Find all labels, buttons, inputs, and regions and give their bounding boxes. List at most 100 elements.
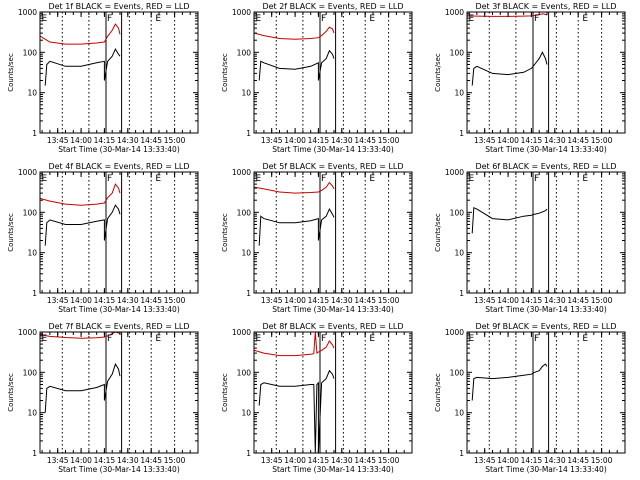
x-tick-label: 14:15 xyxy=(94,456,116,465)
x-tick-label: 13:45 xyxy=(261,136,283,145)
y-tick-label: 1000 xyxy=(445,8,464,17)
series-events-line xyxy=(44,48,121,86)
y-tick-label: 100 xyxy=(23,208,38,217)
y-tick-label: 1 xyxy=(32,289,37,298)
panel-6: 1 10 100 1000 13:45 14:00 14:15 14:30 14:45 15:00… xyxy=(434,162,626,314)
x-axis-label: Start Time (30-Mar-14 13:33:40) xyxy=(485,305,607,314)
y-tick-label: 1 xyxy=(459,289,464,298)
event-marker-label: F xyxy=(321,14,326,24)
y-axis-label: Counts/sec xyxy=(7,213,15,252)
x-tick-label: 14:00 xyxy=(70,456,92,465)
x-tick-label: 14:30 xyxy=(117,456,139,465)
x-tick-label: 13:45 xyxy=(474,456,496,465)
event-marker-label: E xyxy=(369,14,375,24)
x-tick-label: 14:30 xyxy=(544,136,566,145)
event-marker-label: E xyxy=(155,334,161,344)
y-axis-label: Counts/sec xyxy=(7,53,15,92)
x-tick-label: 15:00 xyxy=(378,456,400,465)
event-marker-label: E xyxy=(256,334,262,344)
series-lld-line xyxy=(40,183,121,206)
plot-frame xyxy=(466,11,626,134)
event-marker-label: E xyxy=(42,334,48,344)
x-tick-label: 14:45 xyxy=(567,456,589,465)
x-tick-label: 14:45 xyxy=(567,136,589,145)
x-tick-label: 14:45 xyxy=(354,296,376,305)
x-tick-label: 15:00 xyxy=(591,456,613,465)
y-tick-label: 1000 xyxy=(18,328,37,337)
y-axis-label: Counts/sec xyxy=(7,373,15,412)
series-events-line xyxy=(471,51,548,86)
x-axis-label: Start Time (30-Mar-14 13:33:40) xyxy=(485,465,607,474)
x-tick-label: 14:30 xyxy=(331,296,353,305)
series-events-line xyxy=(471,206,548,234)
event-marker-label: F xyxy=(534,14,539,24)
y-tick-label: 10 xyxy=(27,89,37,98)
y-tick-label: 1000 xyxy=(18,168,37,177)
event-marker-label: E xyxy=(42,174,48,184)
y-tick-label: 100 xyxy=(450,368,465,377)
y-tick-label: 1000 xyxy=(445,328,464,337)
panel-title: Det 2f BLACK = Events, RED = LLD xyxy=(262,2,403,11)
x-tick-label: 14:15 xyxy=(308,296,330,305)
x-tick-label: 14:00 xyxy=(284,456,306,465)
x-tick-label: 14:15 xyxy=(521,136,543,145)
event-marker-label: E xyxy=(369,334,375,344)
x-tick-label: 14:15 xyxy=(94,296,116,305)
event-marker-label: E xyxy=(469,334,475,344)
event-marker-label: E xyxy=(256,174,262,184)
series-lld-line xyxy=(254,331,335,357)
x-tick-label: 15:00 xyxy=(591,296,613,305)
plot-frame xyxy=(466,331,626,454)
event-marker-label: E xyxy=(582,14,588,24)
y-tick-label: 1000 xyxy=(445,168,464,177)
x-tick-label: 14:30 xyxy=(331,136,353,145)
y-tick-label: 10 xyxy=(27,409,37,418)
x-tick-label: 14:00 xyxy=(70,136,92,145)
x-tick-label: 14:15 xyxy=(521,296,543,305)
x-tick-label: 14:00 xyxy=(284,296,306,305)
event-marker-label: F xyxy=(107,334,112,344)
x-axis-label: Start Time (30-Mar-14 13:33:40) xyxy=(272,465,394,474)
event-marker-label: F xyxy=(534,334,539,344)
y-axis-label: Counts/sec xyxy=(434,213,442,252)
y-tick-label: 1000 xyxy=(232,328,251,337)
panel-title: Det 5f BLACK = Events, RED = LLD xyxy=(262,162,403,171)
panel-title: Det 1f BLACK = Events, RED = LLD xyxy=(48,2,189,11)
x-tick-label: 14:45 xyxy=(567,296,589,305)
series-events-line xyxy=(258,208,335,246)
x-tick-label: 14:15 xyxy=(521,456,543,465)
panel-title: Det 8f BLACK = Events, RED = LLD xyxy=(262,322,403,331)
x-tick-label: 14:45 xyxy=(354,456,376,465)
y-tick-label: 100 xyxy=(23,368,38,377)
y-tick-label: 10 xyxy=(454,249,464,258)
x-tick-label: 14:15 xyxy=(308,456,330,465)
panel-5: 1 10 100 1000 13:45 14:00 14:15 14:30 14:45 15:00… xyxy=(221,162,413,314)
x-tick-label: 14:30 xyxy=(117,136,139,145)
y-tick-label: 100 xyxy=(237,48,252,57)
y-tick-label: 1000 xyxy=(232,168,251,177)
panel-7: 1 10 100 1000 13:45 14:00 14:15 14:30 14:45 15:00… xyxy=(7,322,199,474)
event-marker-label: F xyxy=(534,174,539,184)
x-tick-label: 14:45 xyxy=(140,136,162,145)
panel-4: 1 10 100 1000 13:45 14:00 14:15 14:30 14:45 15:00… xyxy=(7,162,199,314)
series-events-line xyxy=(44,204,121,246)
y-axis-label: Counts/sec xyxy=(434,373,442,412)
y-tick-label: 100 xyxy=(450,208,465,217)
x-tick-label: 14:15 xyxy=(308,136,330,145)
event-marker-label: E xyxy=(582,334,588,344)
series-events-line xyxy=(44,362,121,413)
y-tick-label: 100 xyxy=(23,48,38,57)
y-tick-label: 10 xyxy=(241,249,251,258)
panel-3: 1 10 100 1000 13:45 14:00 14:15 14:30 14:45 15:00… xyxy=(434,2,626,154)
plot-frame xyxy=(39,331,199,454)
plot-frame xyxy=(253,331,413,454)
event-marker-label: E xyxy=(42,14,48,24)
series-events-line xyxy=(258,49,335,81)
x-tick-label: 13:45 xyxy=(474,136,496,145)
y-tick-label: 10 xyxy=(241,89,251,98)
plot-frame xyxy=(466,171,626,294)
y-tick-label: 10 xyxy=(454,89,464,98)
event-marker-label: E xyxy=(369,174,375,184)
y-tick-label: 1 xyxy=(459,449,464,458)
